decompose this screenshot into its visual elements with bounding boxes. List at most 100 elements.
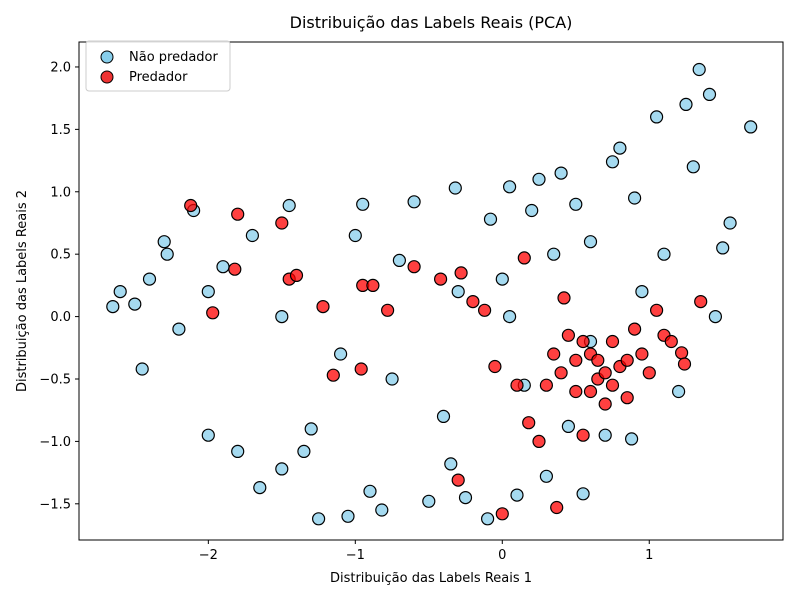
point-nao-predador (605, 155, 620, 169)
point-nao-predador (392, 253, 406, 267)
legend-label-nao-predador: Não predador (129, 50, 219, 65)
point-nao-predador (312, 512, 326, 526)
point-nao-predador (716, 241, 730, 255)
point-predador (576, 428, 590, 442)
point-predador (605, 334, 620, 349)
point-predador (605, 378, 620, 392)
point-predador (620, 391, 634, 405)
point-nao-predador (201, 285, 215, 299)
y-tick-label: −1.5 (39, 497, 71, 512)
point-nao-predador (657, 247, 671, 261)
point-predador (694, 295, 708, 309)
point-nao-predador (503, 180, 517, 194)
point-nao-predador (483, 212, 498, 226)
point-predador (635, 347, 649, 361)
point-nao-predador (385, 372, 399, 386)
point-nao-predador (160, 247, 174, 261)
point-nao-predador (128, 297, 142, 311)
point-nao-predador (341, 509, 355, 523)
point-predador (407, 260, 421, 274)
point-predador (354, 362, 368, 376)
point-nao-predador (275, 310, 289, 324)
point-predador (478, 303, 492, 317)
axes-frame (78, 41, 784, 541)
point-nao-predador (448, 181, 462, 195)
point-predador (598, 397, 612, 411)
point-predador (326, 368, 340, 382)
point-nao-predador (451, 285, 465, 299)
point-nao-predador (561, 419, 576, 433)
point-nao-predador (583, 235, 598, 249)
point-nao-predador (708, 310, 723, 324)
point-predador (583, 384, 598, 399)
point-predador (677, 357, 692, 371)
point-nao-predador (231, 444, 245, 458)
point-nao-predador (245, 228, 259, 243)
point-nao-predador (692, 62, 706, 77)
point-predador (510, 378, 524, 392)
y-tick-label: 2.0 (50, 60, 71, 75)
point-predador (434, 272, 448, 286)
point-nao-predador (525, 203, 539, 218)
point-nao-predador (723, 216, 737, 230)
point-predador (522, 416, 536, 430)
point-nao-predador (375, 503, 389, 517)
point-nao-predador (356, 197, 370, 211)
point-predador (228, 262, 242, 276)
x-tick-label: 0 (498, 548, 506, 563)
point-predador (547, 347, 561, 361)
point-nao-predador (627, 191, 642, 205)
series-1 (184, 198, 708, 521)
point-predador (561, 328, 576, 342)
point-nao-predador (135, 362, 149, 376)
point-nao-predador (569, 197, 583, 211)
legend-label-predador: Predador (129, 70, 188, 85)
point-predador (275, 216, 289, 230)
point-nao-predador (702, 87, 717, 102)
plot-area (106, 62, 758, 526)
point-predador (550, 500, 564, 515)
x-axis-ticks: −2 −1 0 1 (199, 540, 653, 563)
point-nao-predador (216, 260, 230, 274)
point-nao-predador (613, 141, 627, 155)
y-tick-label: 0.5 (50, 248, 71, 263)
x-axis-label: Distribuição das Labels Reais 1 (330, 571, 532, 586)
point-nao-predador (671, 384, 686, 399)
point-nao-predador (495, 272, 509, 286)
x-tick-label: −2 (199, 548, 218, 563)
point-predador (381, 303, 395, 317)
point-nao-predador (304, 422, 318, 436)
point-nao-predador (142, 272, 157, 286)
point-predador (674, 346, 689, 360)
point-nao-predador (649, 110, 664, 124)
point-nao-predador (679, 97, 693, 112)
point-nao-predador (201, 428, 215, 442)
point-predador (517, 251, 531, 265)
legend: Não predador Predador (85, 40, 231, 92)
y-axis-label: Distribuição das Labels Reais 2 (15, 190, 30, 392)
point-nao-predador (422, 494, 436, 508)
point-nao-predador (113, 285, 127, 299)
point-predador (231, 207, 245, 221)
point-nao-predador (686, 160, 700, 174)
point-nao-predador (503, 310, 517, 324)
y-axis-ticks: −1.5 −1.0 −0.5 0.0 0.5 1.0 1.5 2.0 (39, 60, 79, 512)
point-nao-predador (510, 488, 524, 502)
point-predador (569, 353, 583, 367)
y-tick-label: −1.0 (39, 435, 71, 450)
point-predador (532, 434, 546, 448)
point-nao-predador (106, 300, 120, 314)
point-nao-predador (547, 247, 561, 261)
point-predador (554, 366, 568, 380)
point-predador (598, 366, 612, 380)
point-predador (576, 334, 590, 349)
x-tick-label: −1 (346, 548, 365, 563)
point-nao-predador (436, 409, 451, 423)
point-nao-predador (744, 120, 758, 134)
point-predador (206, 306, 220, 320)
y-tick-label: −0.5 (39, 372, 71, 387)
point-predador (642, 366, 656, 380)
point-predador (664, 334, 678, 349)
point-nao-predador (532, 172, 546, 186)
